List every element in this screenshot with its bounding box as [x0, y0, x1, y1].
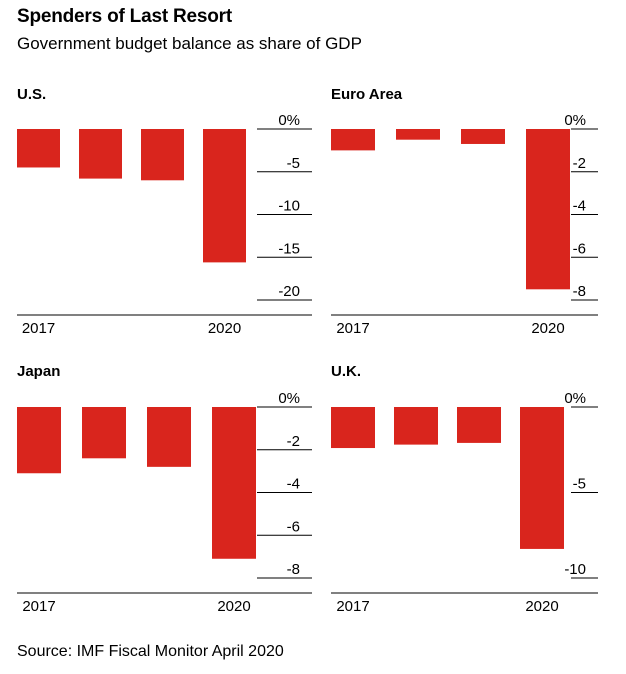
y-tick-label: -6	[287, 518, 300, 535]
y-tick-label: -6	[573, 240, 586, 257]
panel-title: U.S.	[17, 86, 46, 103]
bar	[147, 407, 191, 467]
panel-title: Japan	[17, 363, 60, 380]
bar	[141, 129, 184, 181]
y-tick-label: 0%	[564, 112, 586, 129]
bar	[526, 129, 570, 290]
x-tick-label: 2017	[336, 598, 369, 615]
bar	[461, 129, 505, 144]
x-tick-label: 2020	[217, 598, 250, 615]
y-tick-label: -2	[573, 155, 586, 172]
panel-title: U.K.	[331, 363, 361, 380]
y-tick-label: -8	[287, 561, 300, 578]
y-tick-label: 0%	[278, 390, 300, 407]
x-tick-label: 2020	[531, 320, 564, 337]
panel-title: Euro Area	[331, 86, 403, 103]
y-tick-label: -20	[278, 283, 300, 300]
y-tick-label: -10	[564, 561, 586, 578]
y-tick-label: -4	[287, 476, 300, 493]
bar	[331, 129, 375, 151]
bar	[394, 407, 438, 445]
bar	[457, 407, 501, 443]
bar	[212, 407, 256, 559]
y-tick-label: -8	[573, 283, 586, 300]
chart-title: Spenders of Last Resort	[17, 6, 233, 27]
y-tick-label: -5	[573, 476, 586, 493]
bar	[203, 129, 246, 263]
y-tick-label: -5	[287, 155, 300, 172]
x-tick-label: 2020	[208, 320, 241, 337]
bar	[17, 407, 61, 474]
x-tick-label: 2017	[22, 320, 55, 337]
x-tick-label: 2020	[525, 598, 558, 615]
bar	[17, 129, 60, 168]
bar	[79, 129, 122, 179]
y-tick-label: 0%	[564, 390, 586, 407]
bar	[520, 407, 564, 549]
bar	[331, 407, 375, 449]
x-tick-label: 2017	[22, 598, 55, 615]
chart-subtitle: Government budget balance as share of GD…	[17, 34, 362, 53]
y-tick-label: 0%	[278, 112, 300, 129]
x-tick-label: 2017	[336, 320, 369, 337]
source-note: Source: IMF Fiscal Monitor April 2020	[17, 643, 284, 660]
y-tick-label: -15	[278, 240, 300, 257]
y-tick-label: -2	[287, 433, 300, 450]
y-tick-label: -10	[278, 198, 300, 215]
y-tick-label: -4	[573, 198, 586, 215]
bar	[82, 407, 126, 459]
bar	[396, 129, 440, 140]
